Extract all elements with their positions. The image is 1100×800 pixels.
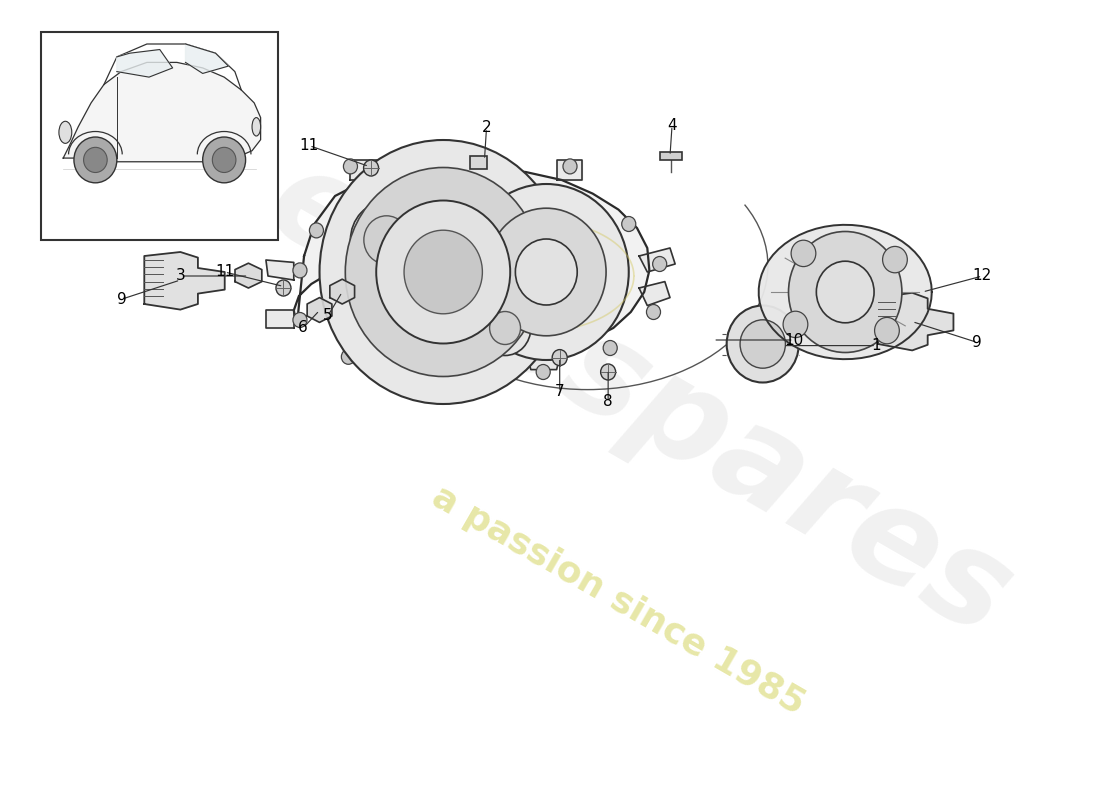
Circle shape	[791, 240, 816, 266]
Text: 10: 10	[784, 333, 803, 347]
Circle shape	[740, 320, 785, 368]
Text: 8: 8	[603, 394, 613, 409]
Bar	[41, 32, 278, 240]
Circle shape	[419, 186, 432, 201]
Circle shape	[601, 364, 616, 380]
Circle shape	[293, 313, 307, 327]
Polygon shape	[639, 282, 670, 306]
Bar	[470, 156, 486, 169]
Circle shape	[621, 217, 636, 231]
Circle shape	[647, 305, 660, 319]
Circle shape	[404, 230, 483, 314]
Circle shape	[783, 311, 807, 338]
Polygon shape	[307, 298, 332, 322]
Polygon shape	[144, 252, 224, 310]
Circle shape	[464, 184, 629, 360]
Circle shape	[364, 160, 378, 176]
Circle shape	[874, 318, 900, 344]
Circle shape	[493, 185, 507, 199]
Text: 9: 9	[117, 292, 126, 306]
Polygon shape	[526, 350, 562, 370]
Circle shape	[212, 147, 235, 173]
Ellipse shape	[59, 122, 72, 143]
Circle shape	[293, 263, 307, 278]
Text: 4: 4	[668, 118, 676, 133]
Polygon shape	[759, 225, 932, 359]
Bar	[660, 152, 682, 160]
Polygon shape	[402, 346, 433, 368]
Text: 5: 5	[323, 309, 332, 323]
Text: 9: 9	[972, 335, 982, 350]
Polygon shape	[186, 44, 229, 74]
Circle shape	[727, 306, 799, 382]
Circle shape	[84, 147, 107, 173]
Circle shape	[816, 261, 875, 322]
Text: a passion since 1985: a passion since 1985	[426, 479, 811, 721]
Polygon shape	[266, 310, 294, 328]
Polygon shape	[63, 62, 261, 162]
Polygon shape	[351, 160, 382, 180]
Circle shape	[552, 350, 568, 366]
Polygon shape	[266, 260, 294, 280]
Circle shape	[789, 231, 902, 353]
Circle shape	[276, 280, 292, 296]
Circle shape	[376, 201, 510, 343]
Circle shape	[410, 365, 425, 379]
Text: 12: 12	[972, 269, 992, 283]
Circle shape	[343, 159, 358, 174]
Circle shape	[351, 202, 422, 278]
Text: 6: 6	[298, 321, 308, 335]
Text: 2: 2	[482, 121, 492, 135]
Polygon shape	[878, 293, 954, 350]
Circle shape	[319, 140, 566, 404]
Circle shape	[486, 208, 606, 336]
Circle shape	[341, 350, 355, 364]
Text: 11: 11	[216, 265, 234, 279]
Text: 3: 3	[176, 269, 185, 283]
Circle shape	[882, 246, 908, 273]
Ellipse shape	[252, 118, 261, 136]
Polygon shape	[235, 263, 262, 288]
Circle shape	[378, 194, 393, 209]
Circle shape	[74, 137, 117, 183]
Circle shape	[568, 191, 581, 206]
Circle shape	[202, 137, 245, 183]
Polygon shape	[557, 160, 582, 180]
Circle shape	[364, 216, 409, 264]
Circle shape	[345, 167, 541, 377]
Circle shape	[480, 301, 531, 355]
Circle shape	[490, 311, 520, 345]
Circle shape	[536, 365, 550, 379]
Text: 1: 1	[871, 338, 881, 353]
Circle shape	[603, 341, 617, 355]
Text: eurospares: eurospares	[246, 136, 1032, 664]
Text: 11: 11	[299, 138, 319, 153]
Polygon shape	[117, 50, 173, 77]
Polygon shape	[294, 168, 649, 350]
Circle shape	[563, 159, 578, 174]
Circle shape	[652, 257, 667, 271]
Text: 7: 7	[554, 385, 564, 399]
Circle shape	[309, 223, 323, 238]
Polygon shape	[639, 248, 675, 272]
Polygon shape	[330, 279, 354, 304]
Circle shape	[516, 239, 578, 305]
